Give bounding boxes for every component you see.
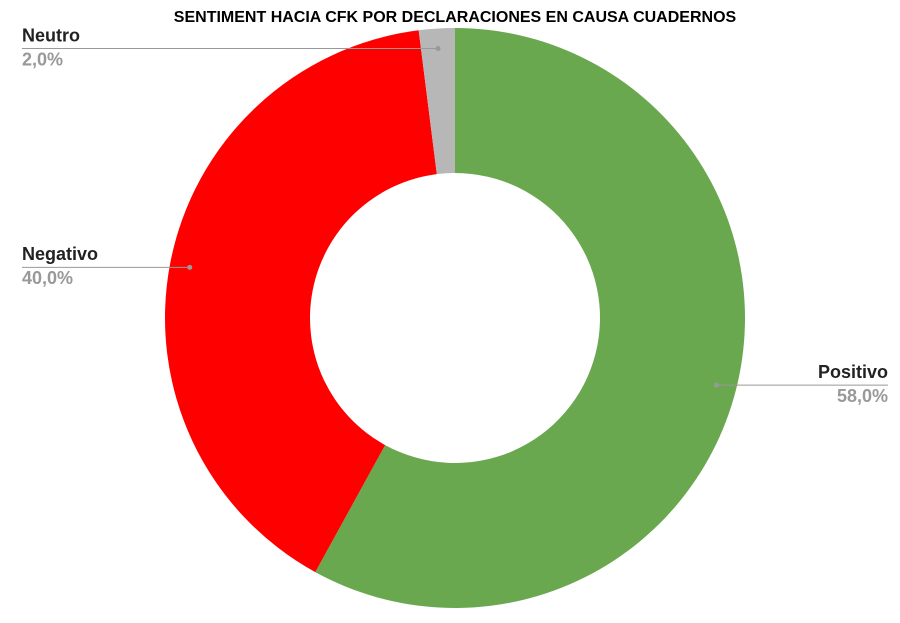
leader-dot [187,264,193,270]
slice-label: Positivo [818,362,888,382]
leader-dot [714,382,720,388]
slice-label: Neutro [22,25,80,45]
slice-value-label: 40,0% [22,268,73,288]
slice-label: Negativo [22,244,98,264]
donut-slice [315,28,745,608]
slice-value-label: 58,0% [837,386,888,406]
chart-title: SENTIMENT HACIA CFK POR DECLARACIONES EN… [174,9,737,26]
slice-value-label: 2,0% [22,49,63,69]
donut-slice [418,28,455,175]
leader-dot [435,46,441,52]
donut-slice [164,30,437,573]
